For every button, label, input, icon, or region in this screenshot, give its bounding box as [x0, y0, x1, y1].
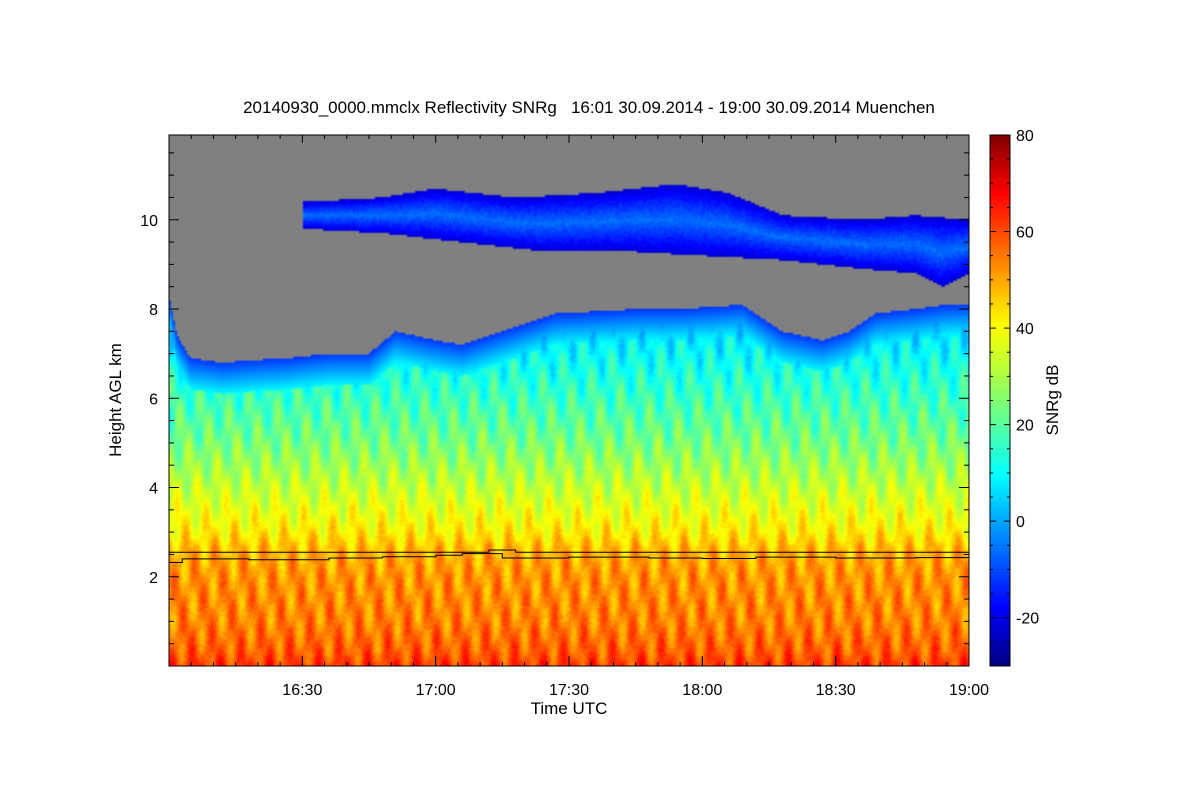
snr-heatmap: [169, 135, 969, 666]
y-tick-label: 8: [149, 302, 158, 319]
x-tick-label: 18:00: [682, 682, 722, 699]
y-tick-label: 4: [149, 481, 158, 498]
y-tick-label: 6: [149, 391, 158, 408]
melting-layer-line: [169, 553, 969, 563]
x-tick-label: 17:00: [416, 682, 456, 699]
colorbar-tick-label: 0: [1016, 514, 1025, 531]
colorbar-axis: -20 0 20 40 60 80: [990, 128, 1039, 667]
x-tick-label: 19:00: [949, 682, 989, 699]
bright-band-top-line: [169, 549, 969, 553]
y-tick-label: 2: [149, 570, 158, 587]
y-axis: 2 4 6 8 10: [140, 152, 969, 645]
x-tick-label: 16:30: [282, 682, 322, 699]
y-axis-label: Height AGL km: [106, 343, 125, 457]
colorbar-tick-label: 40: [1016, 321, 1034, 338]
colorbar-tick-label: -20: [1016, 611, 1039, 628]
colorbar-tick-label: 20: [1016, 418, 1034, 435]
x-tick-label: 18:30: [816, 682, 856, 699]
x-axis: 16:30 17:00 17:30 18:00 18:30 19:00: [190, 135, 989, 699]
x-axis-label: Time UTC: [531, 699, 608, 718]
colorbar-label: SNRg dB: [1043, 365, 1062, 436]
y-tick-label: 10: [140, 213, 158, 230]
colorbar-tick-label: 60: [1016, 225, 1034, 242]
x-tick-label: 17:30: [549, 682, 589, 699]
overlay-lines: [169, 549, 969, 563]
colorbar-tick-label: 80: [1016, 128, 1034, 145]
chart-title: 20140930_0000.mmclx Reflectivity SNRg 16…: [243, 98, 935, 117]
